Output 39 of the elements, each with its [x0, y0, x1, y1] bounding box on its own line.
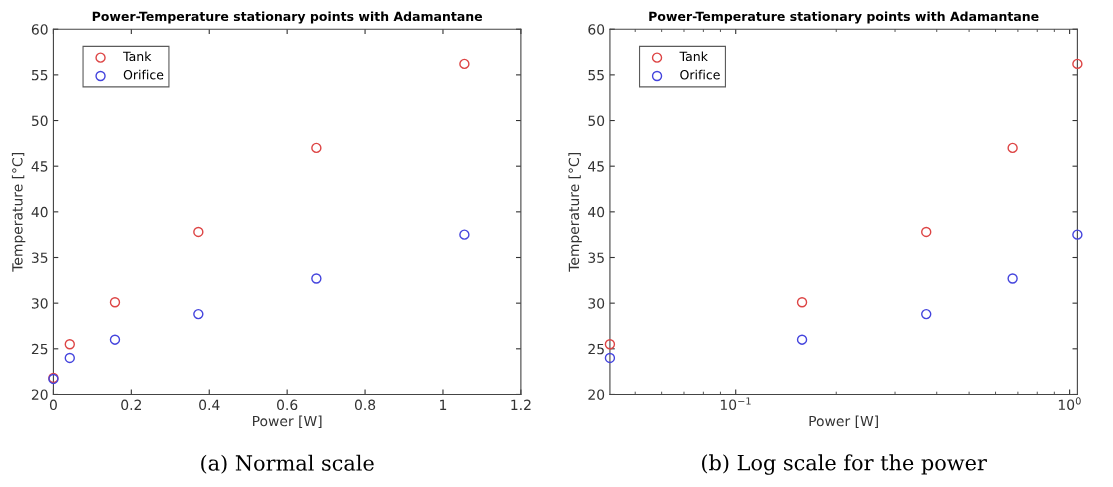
- x-tick-label: 0: [49, 399, 57, 411]
- x-tick-label: 1.2: [511, 399, 531, 410]
- y-tick-label: 40: [31, 206, 48, 218]
- y-tick-label: 30: [31, 298, 48, 309]
- y-tick-label: 45: [31, 161, 48, 172]
- x-tick-label: 0.2: [121, 399, 141, 411]
- y-tick-label: 45: [588, 161, 604, 172]
- y-tick-label: 25: [588, 343, 604, 355]
- y-tick-label: 20: [588, 389, 605, 400]
- text: (a) Normal scale: [201, 454, 374, 474]
- chart-title: Power-Temperature stationary points with Adamantane: [649, 11, 1039, 24]
- y-tick-label: 60: [588, 24, 605, 35]
- y-tick-label: 35: [31, 252, 48, 263]
- x-axis-title: Power [W]: [253, 415, 322, 428]
- legend-label: Orifice: [123, 69, 164, 80]
- x-tick-label: 0.6: [277, 399, 298, 411]
- y-tick-label: 25: [31, 343, 48, 355]
- x-tick-label: 0.4: [199, 399, 220, 411]
- legend-label: Tank: [679, 51, 708, 62]
- text: (b) Log scale for the power: [702, 454, 987, 475]
- x-tick-label: 10$^{−1}$: [720, 397, 751, 410]
- y-tick-label: 55: [31, 70, 48, 81]
- legend-label: Orifice: [680, 69, 720, 80]
- y-tick-label: 50: [31, 115, 48, 127]
- x-tick-label: 1: [440, 399, 447, 410]
- y-axis-title: Temperature [°C]: [568, 153, 582, 272]
- y-tick-label: 35: [588, 252, 604, 263]
- y-axis-title: Temperature [°C]: [11, 153, 26, 272]
- chart-title: Power-Temperature stationary points with Adamantane: [92, 11, 483, 24]
- y-tick-label: 55: [588, 70, 604, 81]
- x-axis-title: Power [W]: [809, 415, 878, 428]
- y-tick-label: 40: [588, 206, 605, 218]
- y-tick-label: 60: [31, 24, 48, 35]
- y-tick-label: 20: [31, 389, 48, 400]
- x-tick-label: 0.8: [354, 399, 376, 411]
- y-tick-label: 30: [588, 298, 605, 309]
- x-tick-label: 10$^{0}$: [1058, 397, 1081, 410]
- y-tick-label: 50: [588, 115, 605, 127]
- legend-label: Tank: [123, 51, 152, 62]
